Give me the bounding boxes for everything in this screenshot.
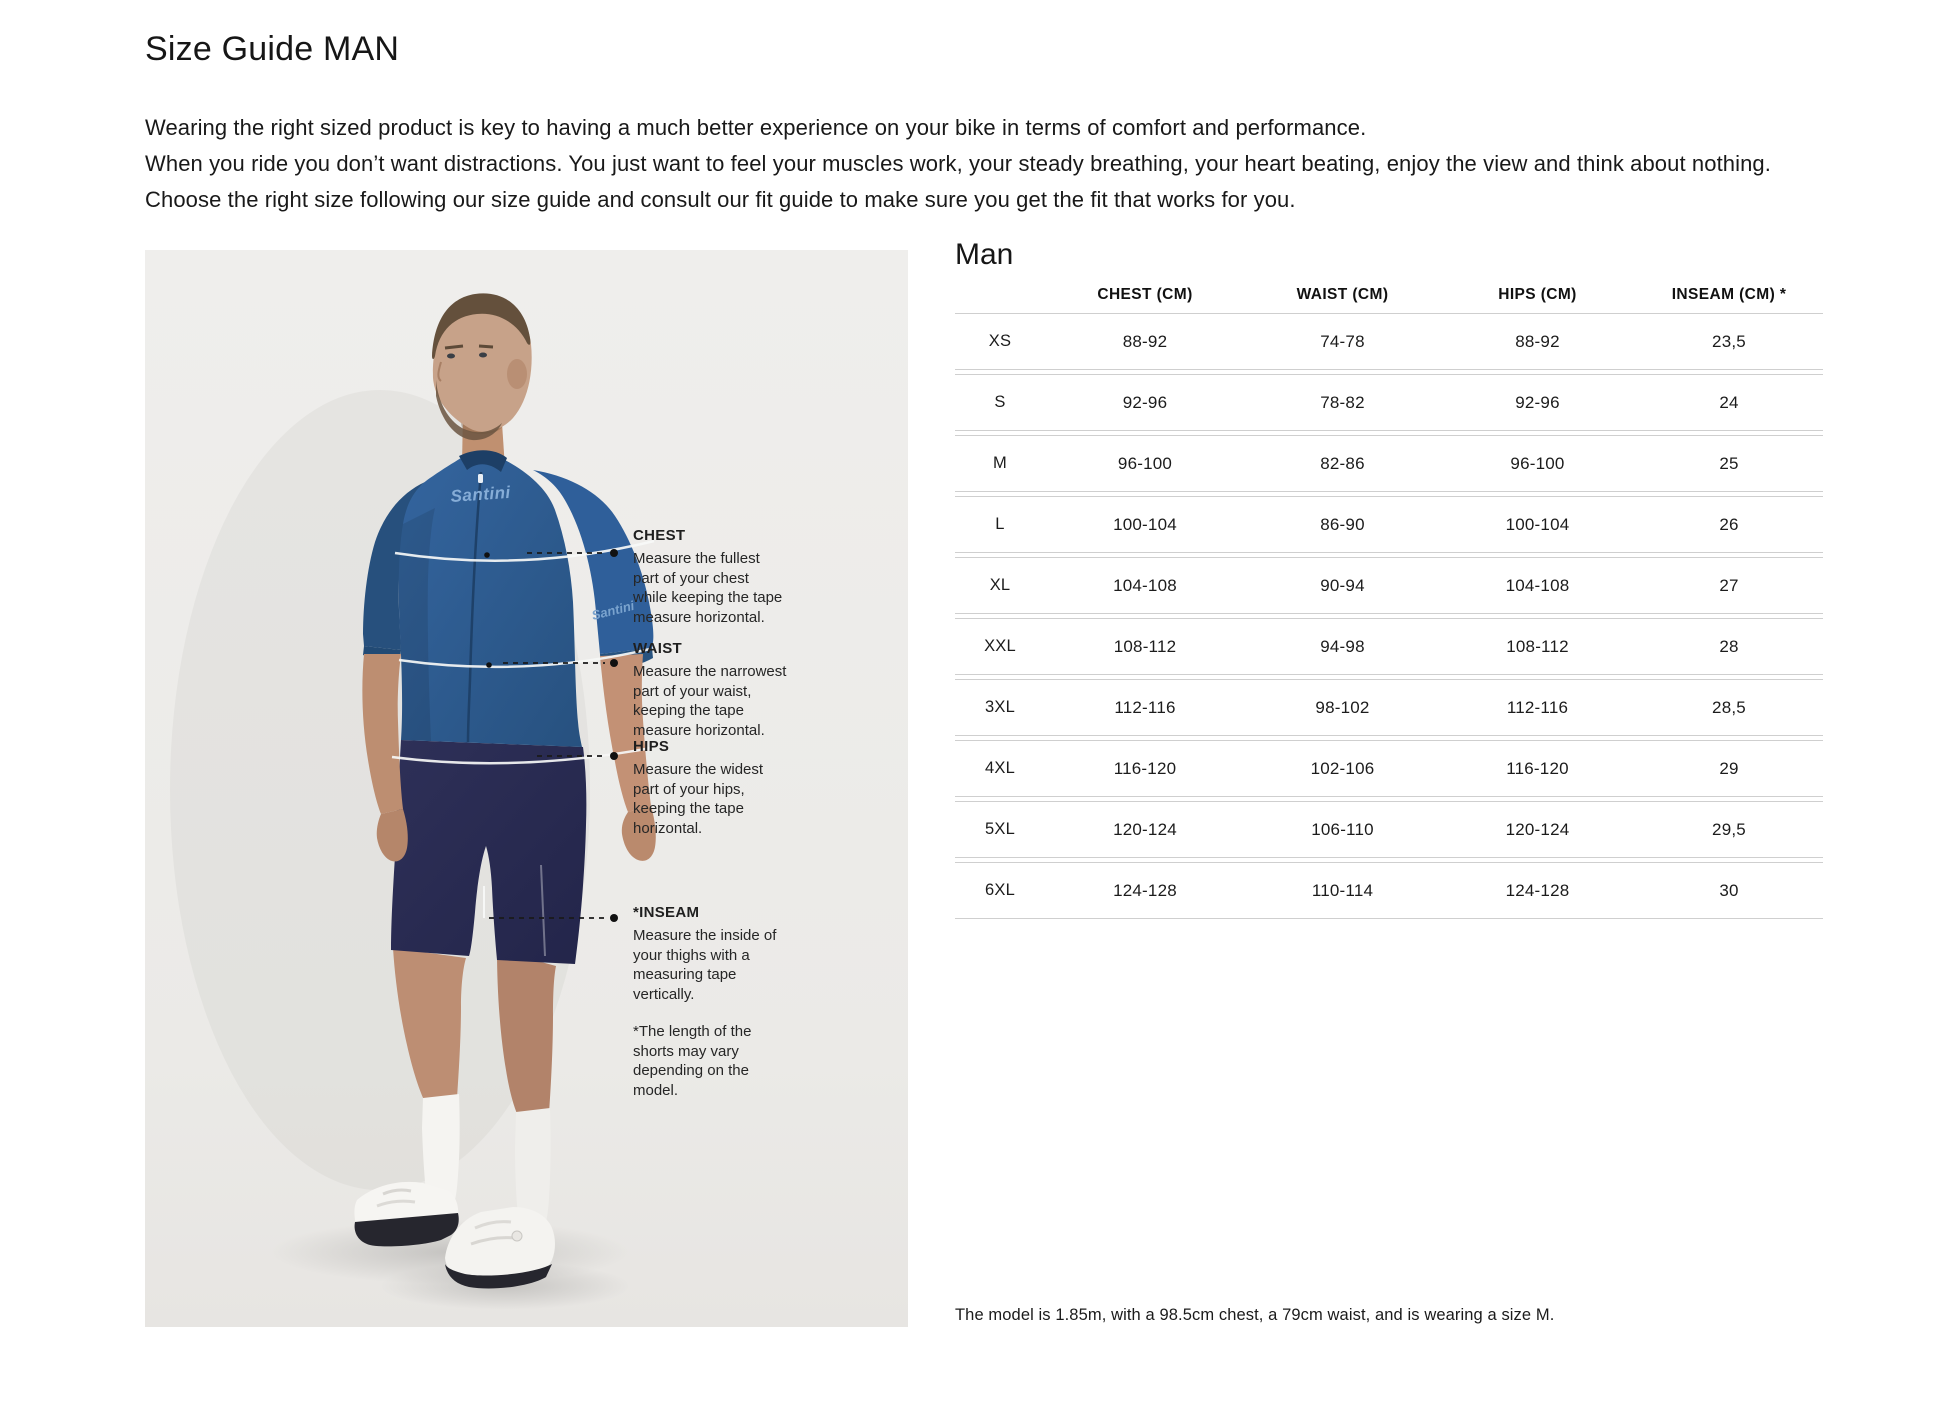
waist-value: 98-102	[1315, 697, 1370, 717]
table-row-xl: XL 104-108 90-94 104-108 27	[955, 557, 1823, 614]
table-row-m: M 96-100 82-86 96-100 25	[955, 435, 1823, 492]
hips-value: 104-108	[1505, 575, 1570, 595]
chest-value: 92-96	[1122, 392, 1168, 412]
hips-value: 120-124	[1505, 819, 1570, 839]
chest-leader-dot	[610, 549, 618, 557]
jersey-chest-logo: Santini	[450, 483, 512, 506]
inseam-leader-dot	[610, 914, 618, 922]
callout-title: WAIST	[633, 640, 682, 657]
table-row-xxl: XXL 108-112 94-98 108-112 28	[955, 618, 1823, 675]
callout-note: *The length of the shorts may vary depen…	[633, 1023, 752, 1099]
size-label: 4XL	[985, 759, 1015, 777]
chest-value: 112-116	[1114, 697, 1176, 717]
waist-value: 78-82	[1320, 392, 1365, 412]
measurement-callout-chest: CHEST Measure the fullest part of your c…	[633, 527, 811, 627]
waist-value: 94-98	[1320, 636, 1365, 656]
measurement-callout-hips: HIPS Measure the widest part of your hip…	[633, 738, 811, 838]
chest-value: 116-120	[1113, 758, 1177, 778]
size-label: S	[994, 393, 1006, 411]
table-row-s: S 92-96 78-82 92-96 24	[955, 374, 1823, 431]
callout-leaders	[484, 549, 618, 922]
callout-title: HIPS	[633, 738, 670, 755]
size-label: XXL	[984, 637, 1016, 655]
chest-value: 96-100	[1117, 453, 1173, 473]
inseam-value: 26	[1719, 514, 1739, 534]
table-row-3xl: 3XL 112-116 98-102 112-116 28,5	[955, 679, 1823, 736]
inseam-value: 30	[1719, 880, 1739, 900]
size-label: XS	[988, 332, 1012, 350]
column-header-chest: CHEST (CM)	[1097, 286, 1193, 303]
table-row-5xl: 5XL 120-124 106-110 120-124 29,5	[955, 801, 1823, 858]
inseam-value: 29,5	[1712, 819, 1746, 839]
hips-value: 92-96	[1515, 392, 1560, 412]
waist-value: 74-78	[1320, 331, 1365, 351]
callout-body: Measure the fullest part of your chest w…	[633, 550, 783, 626]
hips-value: 96-100	[1510, 453, 1565, 473]
inseam-value: 27	[1719, 575, 1739, 595]
waist-body-dot	[486, 662, 492, 668]
model-figure: Santini Santini	[354, 293, 656, 1289]
waist-value: 106-110	[1311, 819, 1374, 839]
hips-value: 116-120	[1506, 758, 1569, 778]
callout-body: Measure the inside of your thighs with a…	[633, 927, 777, 1003]
size-table: Man CHEST (CM) WAIST (CM) HIPS (CM) INSE…	[955, 238, 1823, 923]
column-header-waist: WAIST (CM)	[1296, 286, 1389, 303]
callout-title: CHEST	[633, 527, 686, 544]
chest-body-dot	[484, 552, 490, 558]
chest-value: 108-112	[1113, 636, 1177, 656]
size-label: 5XL	[985, 820, 1015, 838]
model-footnote: The model is 1.85m, with a 98.5cm chest,…	[955, 1306, 1555, 1324]
measurement-callout-waist: WAIST Measure the narrowest part of your…	[633, 640, 811, 740]
size-label: XL	[989, 576, 1011, 594]
waist-tape-line	[398, 647, 651, 669]
measurement-callout-inseam: *INSEAM Measure the inside of your thigh…	[633, 904, 811, 1100]
table-row-xs: XS 88-92 74-78 88-92 23,5	[955, 313, 1823, 370]
waist-value: 86-90	[1320, 514, 1365, 534]
hips-value: 112-116	[1506, 697, 1569, 717]
hips-value: 100-104	[1505, 514, 1570, 534]
inseam-value: 23,5	[1712, 331, 1746, 351]
table-row-6xl: 6XL 124-128 110-114 124-128 30	[955, 862, 1823, 919]
inseam-value: 28,5	[1712, 697, 1746, 717]
waist-leader-dot	[610, 659, 618, 667]
table-heading: Man	[955, 238, 1014, 271]
hips-value: 124-128	[1505, 880, 1570, 900]
hips-value: 88-92	[1515, 331, 1560, 351]
waist-value: 110-114	[1311, 880, 1374, 900]
size-label: 6XL	[985, 881, 1015, 899]
chest-tape-line	[394, 539, 655, 562]
hips-value: 108-112	[1506, 636, 1569, 656]
column-header-inseam: INSEAM (CM) *	[1671, 286, 1787, 303]
callout-body: Measure the narrowest part of your waist…	[633, 663, 787, 739]
inseam-value: 29	[1719, 758, 1739, 778]
model-photo: Santini Santini	[145, 250, 908, 1327]
hips-leader-dot	[610, 752, 618, 760]
chest-value: 120-124	[1113, 819, 1177, 839]
size-label: 3XL	[985, 698, 1015, 716]
page-title: Size Guide MAN	[145, 30, 400, 68]
size-label: L	[995, 515, 1005, 533]
callout-body: Measure the widest part of your hips, ke…	[633, 761, 764, 837]
chest-value: 100-104	[1113, 514, 1177, 534]
callout-title: *INSEAM	[633, 904, 700, 921]
chest-value: 104-108	[1113, 575, 1177, 595]
intro-text: Wearing the right sized product is key t…	[145, 115, 1771, 212]
size-label: M	[993, 454, 1007, 472]
table-header-row: CHEST (CM) WAIST (CM) HIPS (CM) INSEAM (…	[955, 286, 1823, 304]
column-header-hips: HIPS (CM)	[1498, 286, 1577, 303]
table-row-l: L 100-104 86-90 100-104 26	[955, 496, 1823, 553]
chest-value: 88-92	[1122, 331, 1168, 351]
inseam-value: 24	[1719, 392, 1739, 412]
chest-value: 124-128	[1113, 880, 1177, 900]
waist-value: 82-86	[1320, 453, 1365, 473]
inseam-value: 28	[1719, 636, 1739, 656]
model-illustration: Santini Santini	[145, 250, 908, 1327]
waist-value: 102-106	[1310, 758, 1375, 778]
table-row-4xl: 4XL 116-120 102-106 116-120 29	[955, 740, 1823, 797]
inseam-value: 25	[1719, 453, 1739, 473]
waist-value: 90-94	[1320, 575, 1365, 595]
